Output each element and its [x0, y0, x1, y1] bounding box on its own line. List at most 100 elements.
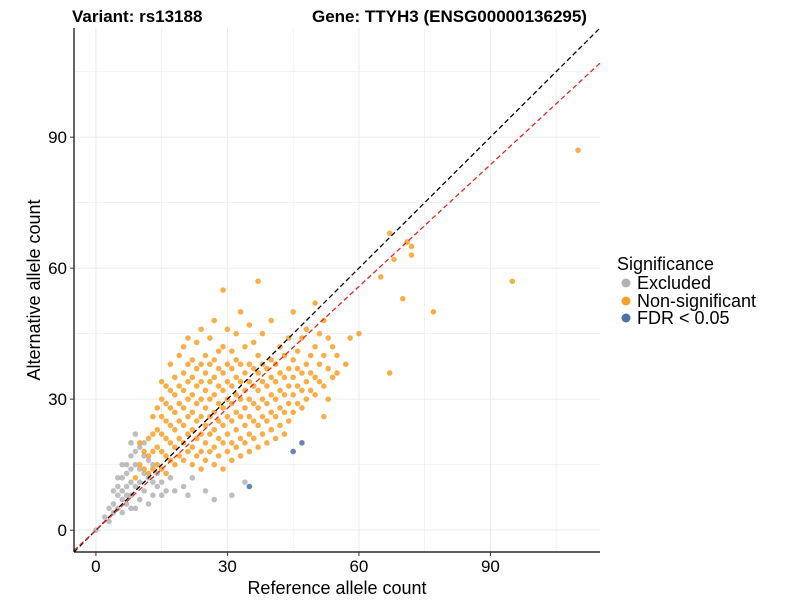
point-non-significant — [180, 387, 187, 394]
point-non-significant — [150, 431, 156, 437]
point-non-significant — [272, 435, 279, 442]
point-excluded — [141, 470, 147, 477]
point-non-significant — [233, 409, 239, 416]
point-excluded — [145, 457, 152, 464]
point-non-significant — [211, 426, 218, 433]
point-non-significant — [250, 400, 257, 407]
point-non-significant — [224, 361, 231, 368]
point-excluded — [145, 501, 152, 507]
point-non-significant — [220, 343, 226, 350]
point-non-significant — [285, 365, 292, 372]
point-non-significant — [321, 317, 327, 324]
point-non-significant — [198, 361, 204, 368]
point-non-significant — [229, 440, 235, 446]
point-excluded — [158, 492, 165, 499]
point-non-significant — [180, 422, 187, 429]
point-non-significant — [132, 474, 139, 481]
point-non-significant — [272, 413, 279, 420]
point-non-significant — [154, 405, 161, 411]
point-non-significant — [185, 335, 191, 341]
point-non-significant — [255, 387, 261, 394]
point-non-significant — [185, 378, 191, 385]
legend-label-fdr: FDR < 0.05 — [637, 308, 730, 328]
point-non-significant — [202, 405, 209, 411]
point-non-significant — [167, 405, 174, 411]
point-non-significant — [198, 466, 204, 472]
point-excluded — [119, 474, 126, 481]
point-non-significant — [185, 431, 191, 437]
point-non-significant — [325, 396, 332, 402]
point-non-significant — [198, 431, 204, 437]
point-non-significant — [233, 392, 239, 398]
point-non-significant — [268, 409, 275, 416]
x-axis-label: Reference allele count — [247, 578, 426, 598]
point-non-significant — [294, 400, 301, 407]
point-non-significant — [150, 466, 156, 472]
reference-line-identity — [73, 27, 601, 553]
point-non-significant — [163, 400, 169, 407]
point-non-significant — [198, 413, 204, 420]
point-non-significant — [207, 378, 213, 385]
legend-swatch-excluded — [621, 278, 631, 288]
point-non-significant — [347, 335, 353, 341]
x-tick-label: 60 — [349, 557, 368, 576]
point-non-significant — [229, 365, 235, 372]
point-excluded — [211, 496, 218, 503]
point-excluded — [123, 483, 130, 490]
point-excluded — [136, 496, 143, 503]
point-non-significant — [342, 361, 349, 368]
point-non-significant — [167, 387, 174, 394]
point-non-significant — [290, 374, 296, 381]
point-non-significant — [220, 287, 226, 293]
chart-title-gene: Gene: TTYH3 (ENSG00000136295) — [312, 7, 587, 26]
point-non-significant — [207, 335, 213, 341]
point-non-significant — [172, 444, 178, 451]
point-non-significant — [237, 413, 244, 420]
point-non-significant — [307, 352, 314, 359]
point-excluded — [119, 496, 126, 503]
point-non-significant — [399, 295, 406, 302]
point-non-significant — [246, 448, 253, 455]
point-non-significant — [268, 426, 275, 433]
point-non-significant — [136, 440, 143, 446]
point-non-significant — [207, 396, 213, 402]
point-non-significant — [329, 343, 336, 350]
point-non-significant — [233, 426, 239, 433]
point-non-significant — [163, 453, 169, 459]
point-non-significant — [264, 418, 270, 424]
point-non-significant — [272, 378, 279, 385]
point-excluded — [154, 483, 161, 490]
point-non-significant — [378, 274, 384, 280]
y-tick-label: 30 — [48, 390, 67, 409]
point-non-significant — [176, 383, 182, 389]
point-non-significant — [180, 370, 187, 376]
point-excluded — [123, 461, 130, 468]
point-non-significant — [237, 309, 244, 315]
point-non-significant — [277, 405, 283, 411]
point-non-significant — [172, 374, 178, 381]
point-non-significant — [290, 309, 296, 315]
point-non-significant — [220, 405, 226, 411]
point-non-significant — [211, 444, 218, 451]
point-excluded — [150, 492, 156, 499]
point-non-significant — [215, 383, 222, 389]
point-non-significant — [198, 378, 204, 385]
point-non-significant — [198, 448, 204, 455]
point-non-significant — [321, 413, 327, 420]
point-non-significant — [154, 426, 161, 433]
point-non-significant — [277, 370, 283, 376]
point-non-significant — [237, 361, 244, 368]
point-non-significant — [207, 431, 213, 437]
point-non-significant — [158, 396, 165, 402]
point-non-significant — [224, 413, 231, 420]
point-non-significant — [167, 361, 174, 368]
point-non-significant — [172, 426, 178, 433]
point-non-significant — [356, 330, 362, 337]
point-non-significant — [163, 470, 169, 477]
point-non-significant — [312, 343, 318, 350]
point-excluded — [136, 479, 143, 485]
point-excluded — [158, 479, 165, 485]
point-non-significant — [408, 243, 415, 250]
point-non-significant — [303, 378, 310, 385]
point-excluded — [229, 492, 235, 499]
